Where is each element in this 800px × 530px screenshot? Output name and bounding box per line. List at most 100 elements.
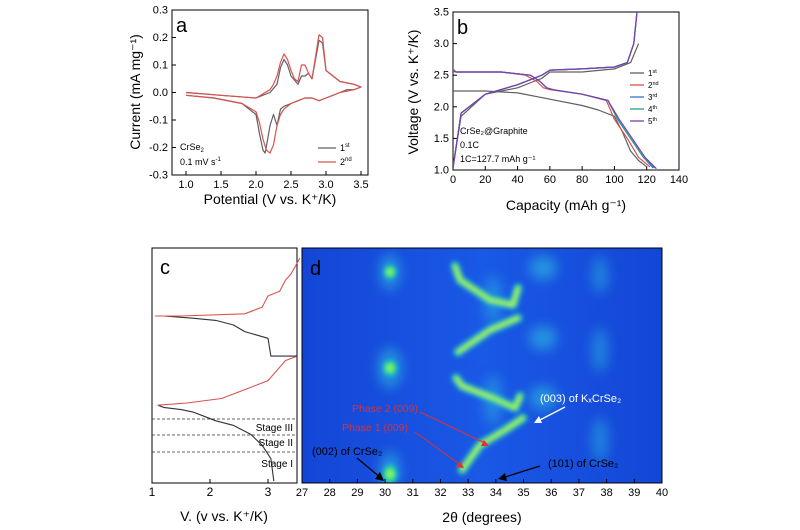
panel-a-legend: 1st 2nd xyxy=(318,143,352,167)
panel-a-series xyxy=(185,34,362,154)
arrow-002-head xyxy=(375,472,384,481)
charge-curve-5th xyxy=(453,12,638,169)
panel-c-letter: c xyxy=(160,257,170,279)
x-tick-label: 32 xyxy=(434,487,446,499)
panel-d-xlabel: 2θ (degrees) xyxy=(442,509,521,525)
voltage-trace-discharge-2 xyxy=(154,315,297,357)
voltage-trace-charge-2 xyxy=(154,257,301,317)
y-tick-label: 0.1 xyxy=(153,60,168,72)
x-tick-label: 30 xyxy=(379,487,391,499)
panel-c-voltage-profile: 1 2 3 Stage III Stage II Stage I c V. (v v… xyxy=(149,247,301,524)
stage-label-ii: Stage II xyxy=(259,438,293,449)
x-tick-label: 36 xyxy=(545,487,557,499)
heatmap-peak-spots xyxy=(381,263,399,483)
legend-label-5th: 5th xyxy=(648,117,657,126)
stage-label-iii: Stage III xyxy=(256,423,293,434)
arrow-101-head xyxy=(498,473,507,481)
arrow-003 xyxy=(537,406,566,422)
legend-label-4th: 4th xyxy=(648,105,657,114)
panel-b-charge-discharge-chart: 0 20 40 60 80 100 120 140 1.0 1.5 2.0 2.5 3.0 3.5 b C… xyxy=(405,7,688,214)
arrow-101 xyxy=(501,465,541,479)
legend-label-3rd: 3rd xyxy=(648,93,657,102)
y-tick-label: 2.0 xyxy=(434,101,449,113)
y-tick-label: 2.5 xyxy=(434,70,449,82)
x-tick-label: 1.0 xyxy=(178,179,193,191)
panel-a-annotation-rate: 0.1 mV s-1 xyxy=(180,157,222,167)
panel-c-stage-dividers xyxy=(152,418,297,453)
legend-label-2nd: 2nd xyxy=(648,81,659,90)
y-tick-label: 0.0 xyxy=(153,87,168,99)
panel-b-annotation-material: CrSe₂@Graphite xyxy=(460,126,528,136)
y-tick-label: -0.3 xyxy=(149,170,168,182)
x-tick-label: 3.5 xyxy=(353,179,368,191)
panel-c-axes: 1 2 3 xyxy=(149,479,272,499)
x-tick-label: 38 xyxy=(600,487,612,499)
discharge-curve-1st xyxy=(453,90,648,168)
legend-label-1st: 1st xyxy=(340,143,350,153)
panel-b-xlabel: Capacity (mAh g⁻¹) xyxy=(506,197,626,213)
x-tick-label: 1.5 xyxy=(213,179,228,191)
annotation-phase1: Phase 1 (009) xyxy=(342,422,408,434)
y-tick-label: -0.1 xyxy=(149,115,168,127)
x-tick-label: 35 xyxy=(517,487,529,499)
panel-b-series xyxy=(453,12,657,170)
discharge-curve-5th xyxy=(453,70,657,170)
x-tick-label: 2 xyxy=(207,485,214,499)
stage-label-i: Stage I xyxy=(261,459,293,470)
annotation-101: (101) of CrSe₂ xyxy=(548,458,618,470)
y-tick-label: 3.0 xyxy=(434,38,449,50)
x-tick-label: 0 xyxy=(450,174,456,186)
x-tick-label: 40 xyxy=(511,174,523,186)
x-tick-label: 80 xyxy=(576,174,588,186)
arrow-phase2-head xyxy=(481,440,489,446)
panel-a-annotation-material: CrSe2 xyxy=(180,142,205,154)
annotation-003: (003) of KₓCrSe₂ xyxy=(540,393,621,405)
panel-b-annotation-rate: 0.1C xyxy=(460,140,480,150)
panel-b-ylabel: Voltage (V vs. K⁺/K) xyxy=(405,30,421,155)
annotation-002: (002) of CrSe₂ xyxy=(312,446,382,458)
arrow-phase1 xyxy=(414,431,463,467)
panel-b-legend: 1st 2nd 3rd 4th 5th xyxy=(630,69,659,126)
charge-curve-2nd xyxy=(453,12,638,167)
charge-curve-3rd xyxy=(453,12,638,169)
x-tick-label: 2.0 xyxy=(248,179,263,191)
legend-label-2nd: 2nd xyxy=(340,157,352,167)
panel-b-annotation-capacity: 1C=127.7 mAh g⁻¹ xyxy=(460,154,536,164)
legend-label-1st: 1st xyxy=(648,69,657,78)
panel-a-xlabel: Potential (V vs. K⁺/K) xyxy=(204,191,337,207)
x-tick-label: 34 xyxy=(490,487,502,499)
panel-a-ylabel: Current (mA mg⁻¹) xyxy=(127,34,143,150)
panel-d-letter: d xyxy=(310,258,321,280)
x-tick-label: 29 xyxy=(351,487,363,499)
charge-curve-4th xyxy=(453,12,638,169)
panel-c-xlabel: V. (v vs. K⁺/K) xyxy=(180,508,268,524)
x-tick-label: 31 xyxy=(407,487,419,499)
arrow-phase1-head xyxy=(456,461,464,468)
panel-d-frame xyxy=(301,247,663,484)
discharge-curve-2nd xyxy=(453,68,651,168)
y-tick-label: -0.2 xyxy=(149,142,168,154)
panel-b-letter: b xyxy=(457,17,468,39)
y-tick-label: 3.5 xyxy=(434,7,449,19)
x-tick-label: 60 xyxy=(544,174,556,186)
arrow-002 xyxy=(356,457,382,479)
x-tick-label: 27 xyxy=(296,487,308,499)
x-tick-label: 140 xyxy=(670,174,688,186)
x-tick-label: 3.0 xyxy=(318,179,333,191)
x-tick-label: 120 xyxy=(638,174,656,186)
voltage-trace-discharge xyxy=(157,404,275,482)
x-tick-label: 39 xyxy=(628,487,640,499)
x-tick-label: 37 xyxy=(573,487,585,499)
voltage-trace-charge xyxy=(157,355,298,406)
panel-c-series xyxy=(154,257,301,482)
panel-d-axes: 27 28 29 30 31 32 33 34 35 36 37 38 39 40 xyxy=(296,479,668,499)
arrow-phase2 xyxy=(419,411,488,445)
heatmap-zigzag-trace xyxy=(450,261,528,475)
x-tick-label: 1 xyxy=(149,485,156,499)
panel-c-frame xyxy=(151,247,298,484)
y-tick-label: 0.3 xyxy=(153,5,168,17)
x-tick-label: 40 xyxy=(656,487,668,499)
annotation-phase2: Phase 2 (009) xyxy=(352,403,418,415)
y-tick-label: 0.2 xyxy=(153,32,168,44)
